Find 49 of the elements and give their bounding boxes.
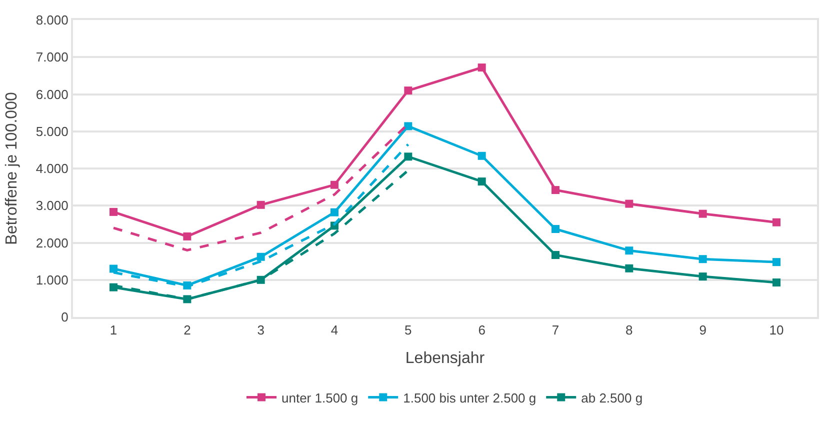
x-axis-title: Lebensjahr	[405, 350, 486, 367]
y-tick-label: 7.000	[36, 50, 68, 65]
point	[552, 186, 560, 194]
y-tick-label: 1.000	[36, 272, 68, 288]
x-tick-label: 7	[552, 322, 560, 338]
point	[330, 180, 338, 189]
point	[183, 232, 192, 240]
point	[625, 246, 634, 255]
point	[478, 177, 486, 186]
point	[404, 152, 412, 161]
x-tick-label: 4	[330, 322, 338, 338]
point	[478, 64, 486, 72]
point	[698, 210, 707, 218]
y-tick-label: 6.000	[36, 86, 68, 102]
legend-label: 1.500 bis unter 2.500 g	[403, 390, 536, 406]
point	[772, 258, 780, 266]
y-tick-label: 2.000	[36, 235, 68, 250]
point	[478, 152, 486, 160]
x-tick-label: 10	[769, 322, 784, 338]
point	[110, 208, 118, 216]
y-tick-label: 4.000	[36, 161, 68, 176]
point	[698, 272, 707, 281]
x-tick-label: 6	[478, 322, 486, 338]
point	[772, 218, 780, 226]
x-tick-label: 3	[257, 322, 264, 338]
point	[625, 200, 634, 208]
point	[772, 278, 780, 286]
legend-label: ab 2.500 g	[581, 390, 643, 406]
point	[256, 200, 265, 209]
y-tick-label: 3.000	[36, 198, 68, 214]
point	[404, 86, 412, 95]
point	[110, 264, 118, 273]
point	[256, 252, 265, 261]
point	[552, 251, 560, 259]
point	[698, 255, 707, 264]
x-tick-label: 5	[404, 322, 412, 338]
y-tick-label: 8.000	[36, 12, 68, 28]
point	[625, 264, 634, 272]
y-axis-title: Betroffene je 100.000	[3, 92, 20, 245]
x-tick-label: 1	[110, 322, 118, 338]
legend-label: unter 1.500 g	[282, 390, 358, 406]
x-tick-label: 2	[184, 322, 191, 338]
point	[404, 122, 412, 130]
x-tick-label: 9	[699, 322, 706, 338]
x-tick-label: 8	[626, 322, 633, 338]
y-tick-label: 5.000	[36, 124, 68, 139]
point	[552, 225, 560, 234]
point	[330, 208, 338, 216]
y-tick-label: 0	[61, 310, 68, 325]
